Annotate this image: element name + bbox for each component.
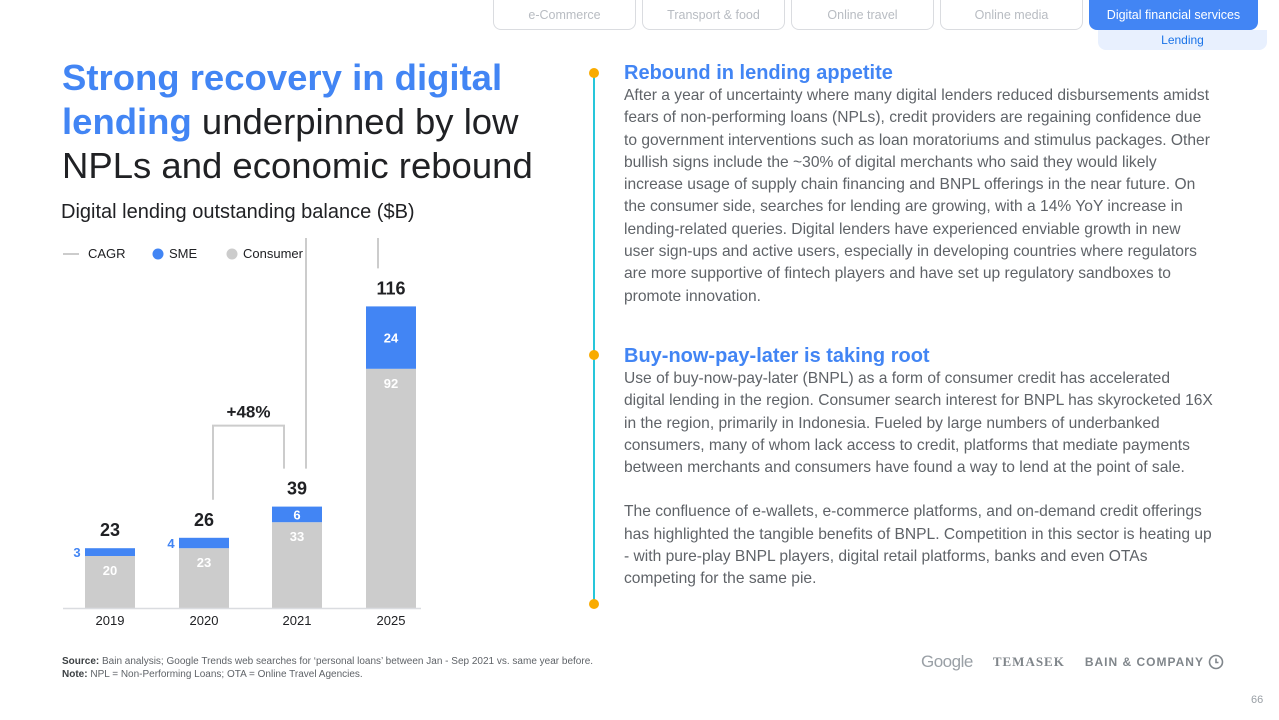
bar-sme <box>272 506 322 523</box>
timeline-dot <box>589 68 599 78</box>
note-label: Note: <box>62 669 88 680</box>
bar-sme <box>366 306 416 369</box>
data-label-total: 23 <box>100 520 120 540</box>
tab-digital-financial-services[interactable]: Digital financial services <box>1089 0 1258 30</box>
timeline-line <box>593 73 595 604</box>
page-title: Strong recovery in digital lending under… <box>62 56 562 188</box>
partner-logos: Google TEMASEK BAIN & COMPANY <box>921 652 1224 672</box>
section-tabs: e-Commerce Transport & food Online trave… <box>493 0 1258 30</box>
timeline-dot <box>589 350 599 360</box>
x-tick-label: 2025 <box>377 613 406 628</box>
data-label-consumer: 20 <box>103 563 117 578</box>
legend-consumer-label: Consumer <box>243 246 304 261</box>
legend-cagr-label: CAGR <box>88 246 126 261</box>
bain-logo: BAIN & COMPANY <box>1085 654 1224 670</box>
data-label-consumer: 92 <box>384 376 398 391</box>
bar-consumer <box>179 548 229 608</box>
data-label-sme: 24 <box>384 331 399 346</box>
section-heading: Buy-now-pay-later is taking root <box>624 345 930 367</box>
bar-sme <box>85 548 135 556</box>
bar-consumer <box>85 556 135 608</box>
legend-sme-swatch <box>152 248 164 260</box>
headline-highlight: Strong recovery in digital lending <box>62 57 503 142</box>
section-body: Use of buy-now-pay-later (BNPL) as a for… <box>624 370 1213 477</box>
cagr-label: +48% <box>227 403 271 422</box>
bar-sme <box>179 537 229 549</box>
timeline-dot <box>589 599 599 609</box>
section-lending-appetite: Rebound in lending appetite After a year… <box>624 61 1214 308</box>
data-label-sme: 4 <box>167 536 175 551</box>
cagr-bracket <box>212 424 285 500</box>
temasek-logo: TEMASEK <box>992 654 1065 669</box>
data-label-total: 116 <box>376 278 405 298</box>
data-label-consumer: 23 <box>197 555 211 570</box>
note-text: NPL = Non-Performing Loans; OTA = Online… <box>87 669 363 680</box>
tab-transport-food[interactable]: Transport & food <box>642 0 785 30</box>
google-logo: Google <box>921 652 973 671</box>
data-label-total: 39 <box>287 479 307 499</box>
section-body-2: The confluence of e-wallets, e-commerce … <box>624 503 1212 588</box>
footnote: Source: Bain analysis; Google Trends web… <box>62 655 593 681</box>
section-body: After a year of uncertainty where many d… <box>624 87 1210 305</box>
cagr-bracket <box>305 238 379 469</box>
data-label-consumer: 33 <box>290 529 304 544</box>
headline-rest: underpinned by low NPLs and economic reb… <box>62 101 533 186</box>
bain-logo-text: BAIN & COMPANY <box>1084 655 1204 669</box>
tab-online-media[interactable]: Online media <box>940 0 1083 30</box>
bar-consumer <box>366 368 416 608</box>
legend-consumer-swatch <box>226 248 238 260</box>
x-tick-label: 2021 <box>283 613 312 628</box>
bar-consumer <box>272 522 322 608</box>
x-tick-label: 2020 <box>190 613 219 628</box>
legend-sme-label: SME <box>169 246 198 261</box>
section-heading: Rebound in lending appetite <box>624 62 893 84</box>
section-bnpl: Buy-now-pay-later is taking root Use of … <box>624 344 1214 591</box>
tab-online-travel[interactable]: Online travel <box>791 0 934 30</box>
page-number: 66 <box>1251 694 1264 706</box>
data-label-sme: 6 <box>293 507 300 522</box>
stacked-bar-chart: CAGR SME Consumer 20 3 23 2019 23 4 26 2020 33 6 39 20… <box>63 238 421 628</box>
source-label: Source: <box>62 656 100 667</box>
bain-mark-icon <box>1208 654 1224 670</box>
subtab-lending[interactable]: Lending <box>1098 30 1267 50</box>
chart-title: Digital lending outstanding balance ($B) <box>61 201 415 223</box>
data-label-total: 26 <box>194 510 214 530</box>
x-tick-label: 2019 <box>96 613 125 628</box>
data-label-sme: 3 <box>73 545 80 560</box>
source-text: Bain analysis; Google Trends web searche… <box>99 656 594 667</box>
tab-ecommerce[interactable]: e-Commerce <box>493 0 636 30</box>
